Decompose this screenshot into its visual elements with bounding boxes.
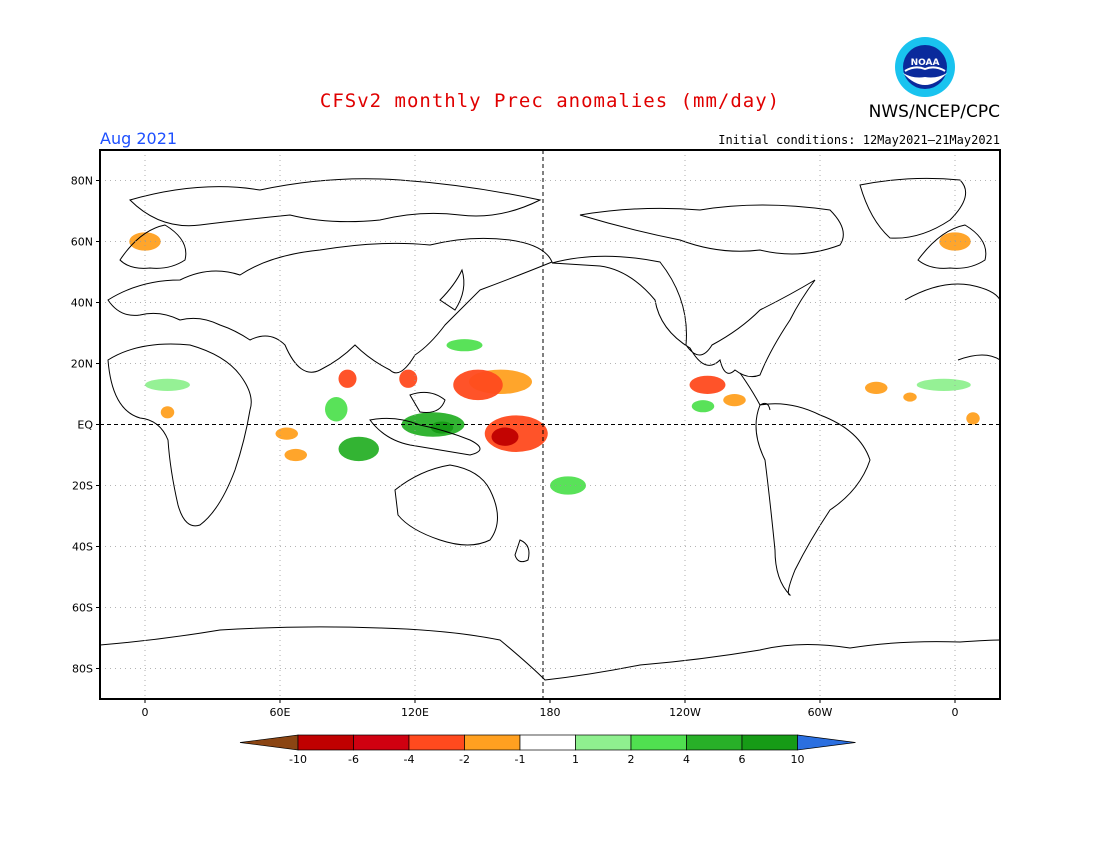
anomaly-eastern-pacific-wet [691,400,715,413]
colorbar-label: -1 [515,753,526,766]
north-america-north [579,204,844,255]
forecast-month: Aug 2021 [100,129,178,148]
grid-lines [100,150,1000,699]
anomaly-philippine-sea-margin [469,369,532,394]
latitude-labels: 80N 60N 40N 20N EQ 20S 40S 60S 80S [71,175,100,676]
eurasia-coast [107,237,553,374]
indonesia-coast [369,417,481,456]
anomaly-scandinavia-dry [129,232,161,251]
scandinavia-coast [119,224,187,269]
anomaly-south-china-sea-dry [399,369,418,388]
new-zealand-coast [514,539,530,563]
lon-tick-label: 120W [669,706,701,719]
anomaly-gulf-of-guinea-dry-2 [966,412,980,425]
agency-label: NWS/NCEP/CPC [868,102,1000,122]
anomaly-eastern-pacific-dry [689,375,726,394]
colorbar-segment [297,734,354,751]
map-frame [99,149,1001,700]
colorbar-segment [519,734,576,751]
japan-coast [439,268,465,311]
colorbar-right-arrow [797,734,856,751]
anomaly-equatorial-dry-core [491,427,519,446]
colorbar-segment [741,734,798,751]
lon-tick-label: 0 [952,706,959,719]
anomaly-west-pacific-wet-core [430,421,454,434]
coastlines [100,177,1000,681]
lon-tick-label: 60W [808,706,833,719]
colorbar-label: 1 [572,753,579,766]
europe-coast-2 [904,283,1000,301]
north-america-coast [551,255,816,378]
lat-tick-label: 80N [71,175,93,188]
anomaly-indonesia-wet [338,436,379,462]
lat-tick-label: 20N [71,358,93,371]
colorbar-label: 10 [791,753,805,766]
anomaly-philippine-sea-dry [453,369,503,401]
map-title: CFSv2 monthly Prec anomalies (mm/day) [319,90,781,112]
colorbar-label: 2 [628,753,635,766]
anomaly-layer [129,232,980,495]
australia-coast [394,464,498,546]
colorbar-label: -10 [289,753,307,766]
greenland-coast [859,177,967,239]
lon-tick-label: 120E [401,706,429,719]
anomaly-eastern-indian-ocean-wet [325,397,348,422]
lon-tick-label: 60E [270,706,291,719]
colorbar: -10 -6 -4 -2 -1 1 2 4 6 10 [239,734,856,766]
initial-conditions: Initial conditions: 12May2021–21May2021 [718,133,1000,147]
map-background [100,150,1000,699]
anomaly-atlantic-wet [916,378,971,391]
lat-tick-label: 40N [71,297,93,310]
anomaly-central-pacific-dry [484,415,548,452]
anomaly-south-pacific-wet [550,476,586,495]
lon-tick-label: 180 [540,706,561,719]
anomaly-western-indian-ocean-dry [275,427,298,440]
africa-coast-east [957,354,1000,361]
colorbar-segment [408,734,465,751]
lat-tick-label: EQ [77,419,93,432]
anomaly-maritime-continent-wet [401,412,465,437]
antarctica-coast [100,626,1000,681]
anomaly-scandinavia-dry-2 [939,232,971,251]
africa-coast [107,343,252,527]
anomaly-bay-of-bengal-dry [338,369,357,388]
noaa-logo-text: NOAA [911,58,940,68]
colorbar-segment [630,734,687,751]
south-america-coast [755,403,871,596]
scandinavia-coast-2 [917,224,987,269]
anomaly-africa-wet [145,378,190,391]
colorbar-label: -2 [459,753,470,766]
colorbar-segment [464,734,521,751]
colorbar-left-arrow [239,734,299,751]
colorbar-label: 6 [739,753,746,766]
anomaly-atlantic-dry-2 [903,392,917,402]
anomaly-western-indian-ocean-dry-2 [284,448,307,462]
borneo-coast [409,391,446,413]
longitude-labels: 0 60E 120E 180 120W 60W 0 [142,699,959,719]
anomaly-northwest-pacific-wet [446,339,483,352]
lat-tick-label: 40S [72,541,93,554]
colorbar-segment [353,734,410,751]
anomaly-gulf-of-guinea-dry [160,406,175,419]
arctic-coast [129,178,542,227]
lat-tick-label: 80S [72,663,93,676]
noaa-logo: NOAA [895,37,955,97]
colorbar-label: -4 [404,753,415,766]
anomaly-atlantic-dry [865,381,888,394]
lat-tick-label: 60N [71,236,93,249]
lat-tick-label: 20S [72,480,93,493]
colorbar-segment [686,734,743,751]
colorbar-label: 4 [683,753,690,766]
colorbar-segment [575,734,632,751]
lon-tick-label: 0 [142,706,149,719]
anomaly-eastern-pacific-dry-2 [723,394,746,407]
central-america-coast [739,372,771,411]
lat-tick-label: 60S [72,602,93,615]
colorbar-label: -6 [348,753,359,766]
